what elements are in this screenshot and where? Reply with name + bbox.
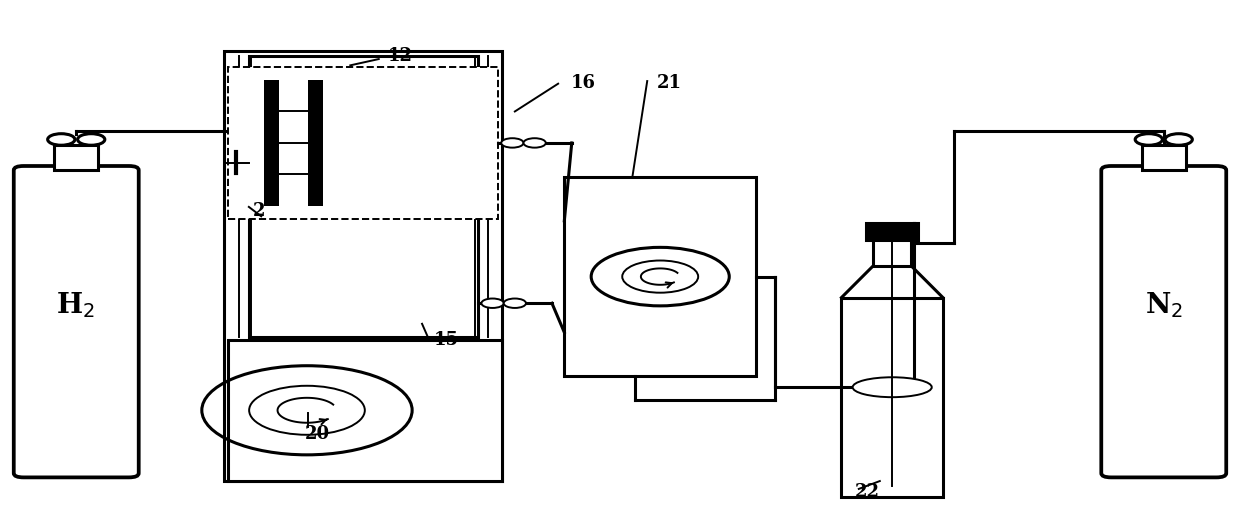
- Text: 21: 21: [657, 74, 682, 92]
- FancyBboxPatch shape: [1101, 166, 1226, 477]
- Text: 16: 16: [570, 74, 595, 92]
- Bar: [1142, 145, 1185, 170]
- Bar: [564, 177, 756, 376]
- Circle shape: [523, 138, 546, 148]
- Text: 15: 15: [434, 330, 459, 348]
- Text: 20: 20: [304, 425, 330, 443]
- Text: 22: 22: [854, 483, 880, 501]
- Bar: [228, 67, 497, 219]
- Circle shape: [503, 298, 526, 308]
- Bar: [228, 339, 502, 481]
- Text: 12: 12: [387, 47, 412, 65]
- Bar: [873, 237, 911, 266]
- Ellipse shape: [853, 377, 931, 397]
- Text: 2: 2: [253, 202, 265, 220]
- Circle shape: [481, 298, 503, 308]
- Bar: [842, 298, 942, 497]
- Bar: [309, 80, 324, 206]
- Bar: [867, 223, 918, 240]
- Bar: [55, 145, 98, 170]
- Bar: [264, 80, 279, 206]
- Text: H$_2$: H$_2$: [56, 290, 95, 320]
- Bar: [224, 51, 502, 481]
- Circle shape: [501, 138, 523, 148]
- FancyBboxPatch shape: [14, 166, 139, 477]
- Text: N$_2$: N$_2$: [1146, 290, 1183, 320]
- Bar: [249, 56, 477, 337]
